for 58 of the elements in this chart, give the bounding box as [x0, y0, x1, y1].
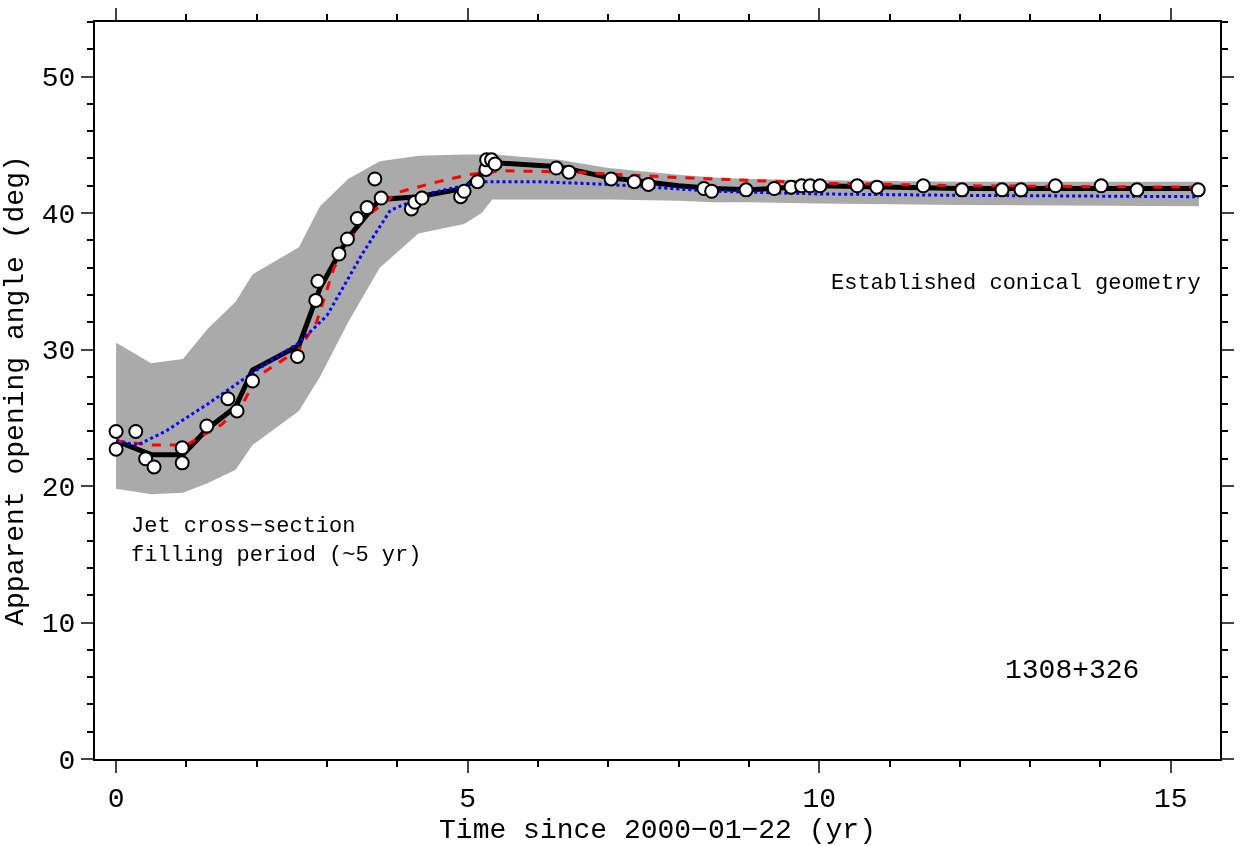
point [548, 160, 564, 176]
x-axis-title: Time since 2000−01−22 (yr) [439, 814, 876, 846]
y-axis-title: Apparent opening angle (deg) [0, 155, 31, 626]
point [220, 391, 236, 407]
point [994, 182, 1010, 198]
point [1013, 182, 1029, 198]
x-tick-label: 15 [1153, 783, 1188, 815]
point [1190, 182, 1206, 198]
point [229, 403, 245, 419]
point [373, 190, 389, 206]
x-tick-label: 10 [802, 783, 837, 815]
point [367, 171, 383, 187]
point [199, 418, 215, 434]
point [1093, 178, 1109, 194]
annotation: Established conical geometry [831, 271, 1201, 296]
point [1129, 182, 1145, 198]
point [331, 246, 347, 262]
point [245, 373, 260, 389]
point [738, 182, 754, 198]
point [812, 178, 828, 194]
point [487, 156, 503, 172]
point [849, 178, 865, 194]
point [603, 171, 619, 187]
point [339, 231, 355, 247]
y-tick-label: 0 [58, 745, 76, 777]
y-tick-label: 50 [41, 63, 76, 95]
point [456, 183, 472, 199]
point [174, 455, 190, 471]
point [349, 211, 365, 227]
point [640, 176, 656, 192]
point [561, 164, 577, 180]
point [108, 441, 124, 457]
y-tick-label: 20 [41, 472, 76, 504]
point [626, 174, 642, 190]
x-tick-label: 5 [459, 783, 477, 815]
point [704, 183, 720, 199]
point [766, 181, 782, 196]
point [869, 179, 885, 195]
point [414, 190, 430, 206]
point [359, 200, 375, 216]
x-tick-label: 0 [107, 783, 125, 815]
point [1047, 178, 1063, 194]
point [108, 423, 124, 439]
y-tick-label: 30 [41, 336, 76, 368]
point [310, 273, 326, 289]
point [146, 459, 162, 475]
annotation: Jet cross−section filling period (~5 yr) [131, 514, 422, 568]
point [954, 182, 970, 198]
point [470, 174, 485, 190]
point [290, 348, 305, 364]
point [174, 440, 190, 456]
point [138, 451, 154, 467]
y-tick-label: 40 [41, 199, 76, 231]
point [308, 292, 324, 308]
y-tick-label: 10 [41, 609, 76, 641]
point [128, 423, 144, 439]
annotation: 1308+326 [1005, 655, 1140, 686]
point [915, 178, 931, 194]
